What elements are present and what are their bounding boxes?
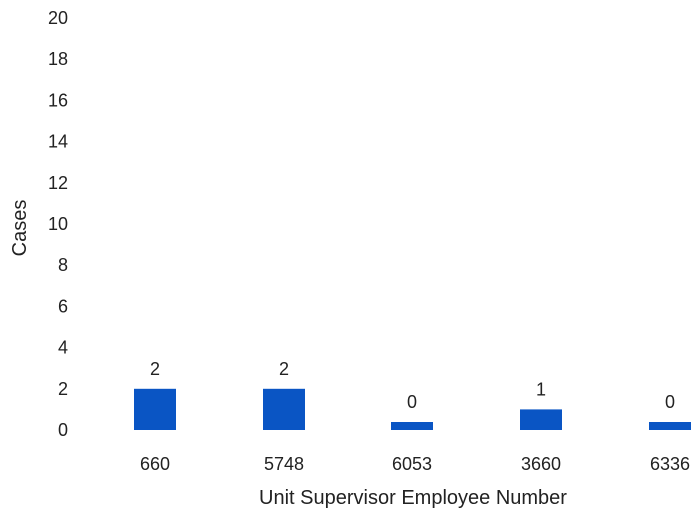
y-axis-ticks: 0 2 4 6 8 10 12 14 16 18 20 [48,8,68,440]
x-category-label: 5748 [264,454,304,474]
x-category-label: 6053 [392,454,432,474]
data-label: 2 [279,359,289,379]
bar-6053 [391,422,433,430]
x-axis-categories: 660 5748 6053 3660 6336 [140,454,690,474]
bar-3660 [520,409,562,430]
bar-6336 [649,422,691,430]
data-label: 0 [665,392,675,412]
y-tick-label: 20 [48,8,68,28]
x-category-label: 3660 [521,454,561,474]
y-tick-label: 10 [48,214,68,234]
data-label: 0 [407,392,417,412]
data-labels: 2 2 0 1 0 [150,359,675,412]
y-tick-label: 14 [48,132,68,152]
y-tick-label: 8 [58,255,68,275]
y-tick-label: 16 [48,90,68,110]
x-axis-title: Unit Supervisor Employee Number [259,487,567,509]
y-axis-title: Cases [9,200,31,257]
y-tick-label: 6 [58,296,68,316]
bars [134,388,691,430]
y-tick-label: 4 [58,338,68,358]
bar-660 [134,388,176,430]
bar-5748 [263,388,305,430]
data-label: 1 [536,379,546,399]
x-category-label: 6336 [650,454,690,474]
y-tick-label: 0 [58,420,68,440]
y-tick-label: 12 [48,173,68,193]
y-tick-label: 18 [48,49,68,69]
data-label: 2 [150,359,160,379]
x-category-label: 660 [140,454,170,474]
y-tick-label: 2 [58,379,68,399]
